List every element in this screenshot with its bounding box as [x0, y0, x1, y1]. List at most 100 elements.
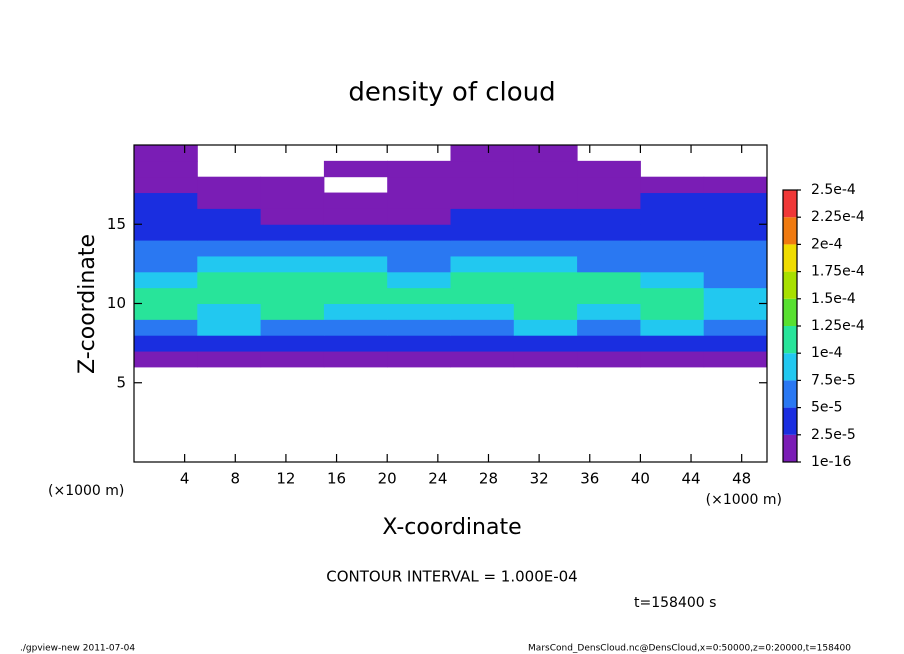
heatmap-cell	[450, 255, 515, 273]
colorbar-band	[783, 434, 797, 462]
heatmap-cell	[323, 287, 388, 304]
heatmap-cell	[513, 351, 578, 368]
heatmap-cell	[577, 335, 641, 352]
heatmap-cell	[513, 240, 578, 257]
x-tick-label: 28	[479, 470, 498, 488]
heatmap-cell	[197, 224, 262, 241]
heatmap-cell	[197, 176, 262, 194]
heatmap-cell	[640, 208, 705, 225]
heatmap-cell	[387, 351, 451, 368]
heatmap-cell	[134, 351, 198, 368]
heatmap-cell	[703, 208, 768, 225]
heatmap-cell	[323, 351, 388, 368]
heatmap-cell	[134, 208, 198, 225]
colorbar-label: 2e-4	[811, 236, 843, 252]
colorbar-label: 1e-16	[811, 454, 851, 470]
heatmap-cell	[577, 192, 641, 209]
heatmap-cell	[577, 351, 641, 368]
heatmap-cell	[703, 224, 768, 241]
heatmap-cell	[260, 240, 325, 257]
heatmap-cell	[260, 255, 325, 273]
heatmap-cell	[640, 240, 705, 257]
x-tick-label: 36	[580, 470, 599, 488]
heatmap-cell	[703, 176, 768, 194]
heatmap-cell	[513, 255, 578, 273]
heatmap-cell	[577, 287, 641, 304]
heatmap-cell	[260, 335, 325, 352]
heatmap-cell	[260, 303, 325, 320]
heatmap-cell	[577, 176, 641, 194]
heatmap-cell	[450, 319, 515, 336]
heatmap-cell	[134, 255, 198, 273]
heatmap-cell	[450, 271, 515, 289]
heatmap-cell	[450, 145, 515, 162]
heatmap-cell	[577, 255, 641, 273]
x-tick-label: 32	[530, 470, 549, 488]
x-tick-label: 20	[378, 470, 397, 488]
heatmap-cell	[450, 287, 515, 304]
heatmap-cell	[450, 192, 515, 209]
heatmap-cell	[323, 160, 388, 178]
heatmap-cell	[323, 335, 388, 352]
heatmap-cell	[260, 287, 325, 304]
x-tick-label: 48	[732, 470, 751, 488]
colorbar-label: 2.5e-4	[811, 182, 856, 198]
heatmap-cell	[323, 240, 388, 257]
colorbar-band	[783, 244, 797, 272]
heatmap-cell	[260, 351, 325, 368]
x-tick-label: 16	[327, 470, 346, 488]
y-axis-label: Z-coordinate	[75, 234, 100, 374]
heatmap-cell	[260, 319, 325, 336]
colorbar-band	[783, 353, 797, 381]
heatmap-cell	[134, 192, 198, 209]
heatmap-cell	[703, 335, 768, 352]
heatmap-cell	[387, 176, 451, 194]
heatmap-cell	[577, 303, 641, 320]
heatmap-cell	[260, 224, 325, 241]
heatmap-cell	[197, 208, 262, 225]
heatmap-cell	[450, 351, 515, 368]
colorbar-label: 5e-5	[811, 400, 842, 416]
heatmap-cell	[323, 303, 388, 320]
heatmap-cell	[197, 335, 262, 352]
colorbar-label: 1e-4	[811, 345, 843, 361]
heatmap-cell	[387, 303, 451, 320]
heatmap-cell	[134, 335, 198, 352]
heatmap-cell	[640, 351, 705, 368]
heatmap-cell	[577, 224, 641, 241]
chart-title: density of cloud	[348, 78, 555, 108]
heatmap-cell	[640, 192, 705, 209]
heatmap-cell	[450, 335, 515, 352]
heatmap-cell	[703, 255, 768, 273]
heatmap-cell	[387, 240, 451, 257]
heatmap-cell	[197, 319, 262, 336]
heatmap-cell	[323, 192, 388, 209]
heatmap-cell	[134, 287, 198, 304]
heatmap-cell	[387, 271, 451, 289]
heatmap-cell	[450, 176, 515, 194]
heatmap-cell	[260, 176, 325, 194]
heatmap-cell	[703, 319, 768, 336]
heatmap-cell	[134, 319, 198, 336]
heatmap-cell	[640, 287, 705, 304]
heatmap-cell	[513, 208, 578, 225]
footer-left: ./gpview-new 2011-07-04	[20, 644, 135, 654]
heatmap-cell	[640, 271, 705, 289]
heatmap-cell	[513, 287, 578, 304]
heatmap-cell	[703, 351, 768, 368]
heatmap-cell	[134, 160, 198, 178]
heatmap-cell	[577, 271, 641, 289]
contour-interval: CONTOUR INTERVAL = 1.000E-04	[326, 568, 577, 586]
colorbar-label: 1.25e-4	[811, 318, 865, 334]
heatmap-cell	[323, 208, 388, 225]
heatmap-cell	[577, 319, 641, 336]
colorbar-band	[783, 190, 797, 218]
heatmap-cell	[703, 192, 768, 209]
heatmap-cell	[197, 240, 262, 257]
x-tick-label: 8	[231, 470, 241, 488]
y-unit: (×1000 m)	[48, 483, 124, 499]
heatmap-cell	[450, 208, 515, 225]
heatmap-cell	[513, 160, 578, 178]
heatmap-cell	[577, 208, 641, 225]
